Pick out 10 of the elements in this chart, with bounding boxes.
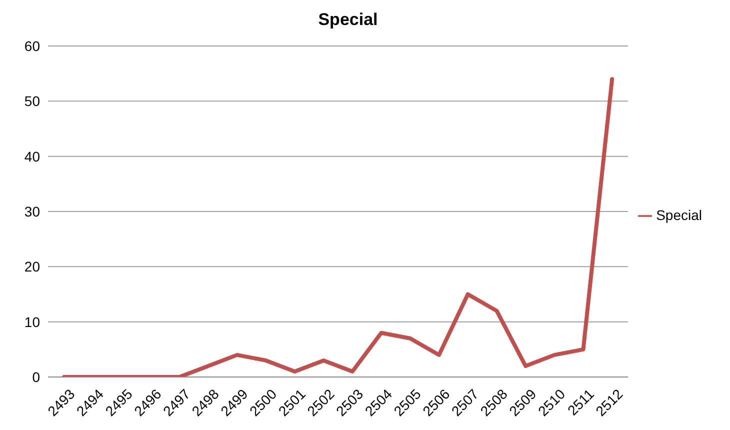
y-tick-label: 20 bbox=[24, 258, 40, 275]
legend-label: Special bbox=[656, 206, 702, 223]
y-tick-label: 0 bbox=[32, 368, 40, 385]
y-tick-label: 40 bbox=[24, 148, 40, 164]
chart-title: Special bbox=[317, 10, 379, 30]
y-tick-label: 30 bbox=[24, 203, 40, 220]
y-tick-label: 60 bbox=[24, 38, 40, 54]
line-series bbox=[62, 77, 614, 377]
y-tick-label: 50 bbox=[24, 93, 40, 110]
y-tick-label: 10 bbox=[24, 314, 40, 330]
